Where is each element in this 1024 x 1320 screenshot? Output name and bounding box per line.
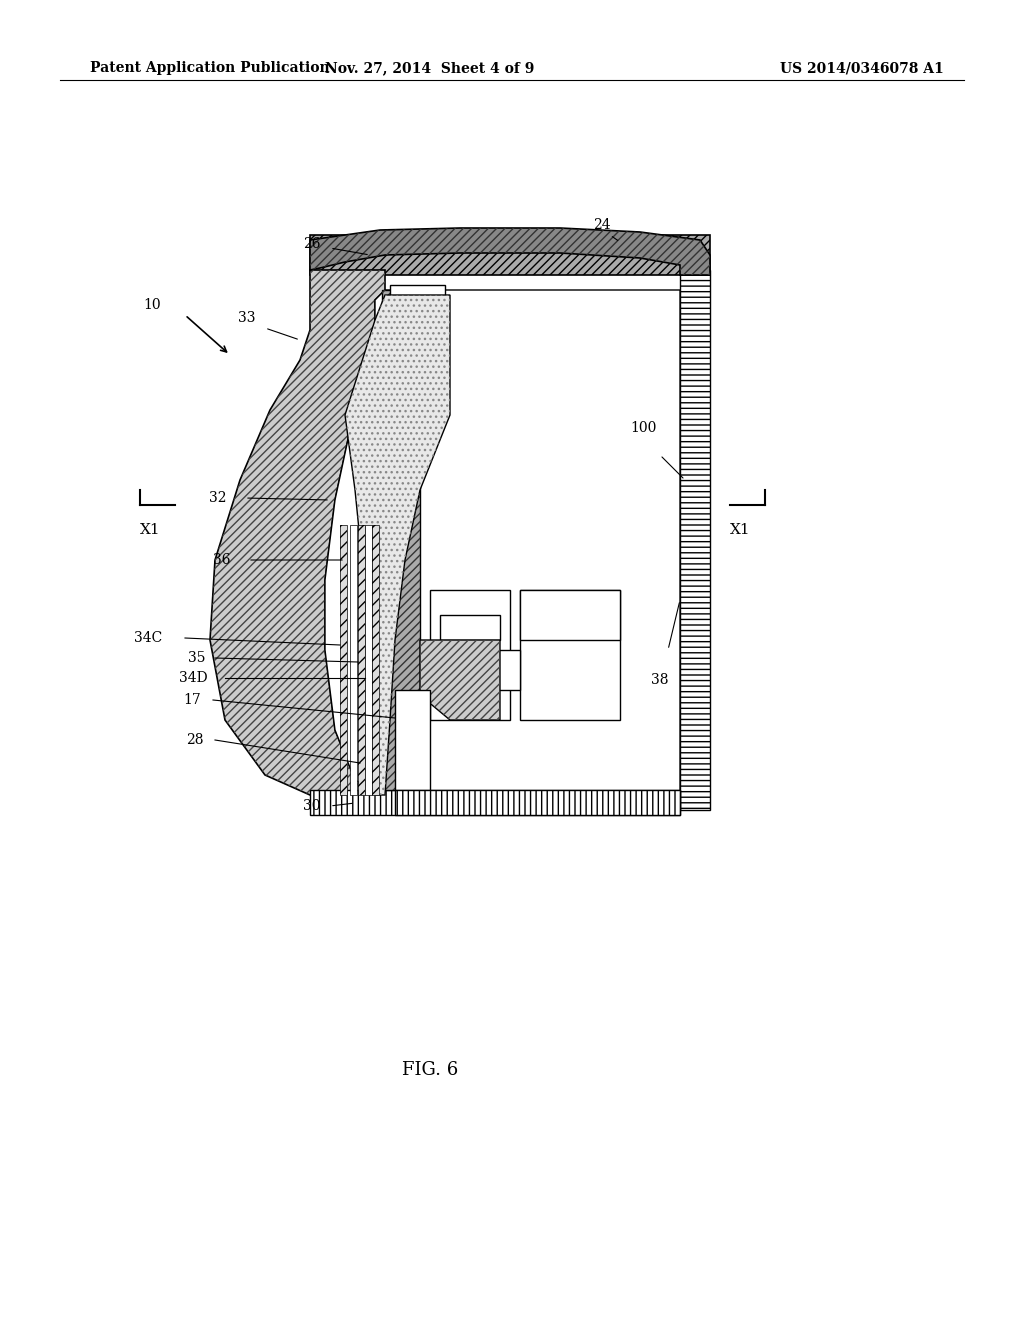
Bar — [430, 590, 510, 719]
Bar — [372, 525, 379, 795]
Bar — [365, 525, 372, 795]
Text: FIG. 6: FIG. 6 — [401, 1061, 458, 1078]
Bar — [358, 525, 365, 795]
Bar — [310, 235, 710, 275]
Text: 34D: 34D — [178, 671, 207, 685]
Text: 36: 36 — [213, 553, 230, 568]
Text: Patent Application Publication: Patent Application Publication — [90, 61, 330, 75]
Text: 100: 100 — [630, 421, 656, 436]
Bar — [520, 590, 620, 640]
Bar — [350, 525, 357, 795]
Polygon shape — [310, 228, 710, 275]
Text: 38: 38 — [651, 673, 669, 686]
Polygon shape — [420, 640, 500, 719]
Bar — [372, 525, 379, 795]
Bar — [310, 235, 710, 275]
Bar — [310, 789, 680, 814]
Text: Nov. 27, 2014  Sheet 4 of 9: Nov. 27, 2014 Sheet 4 of 9 — [326, 61, 535, 75]
Bar — [358, 525, 365, 795]
Bar — [382, 290, 420, 789]
Text: 32: 32 — [209, 491, 226, 506]
Text: 30: 30 — [303, 799, 321, 813]
Bar — [395, 789, 680, 814]
Polygon shape — [345, 294, 450, 795]
Bar — [340, 525, 347, 795]
Bar — [395, 690, 430, 789]
Bar — [498, 649, 520, 690]
Bar — [680, 271, 710, 810]
Bar — [390, 285, 445, 319]
Text: 33: 33 — [239, 312, 256, 325]
Bar — [395, 690, 430, 789]
Text: 34C: 34C — [134, 631, 162, 645]
Text: 10: 10 — [143, 298, 161, 312]
Bar — [440, 615, 500, 640]
Polygon shape — [325, 290, 680, 795]
Bar — [395, 789, 680, 814]
Bar — [382, 290, 420, 789]
Polygon shape — [210, 271, 385, 795]
Text: 35: 35 — [188, 651, 206, 665]
Text: 26: 26 — [303, 238, 321, 251]
Text: 28: 28 — [186, 733, 204, 747]
Bar — [520, 590, 620, 719]
Bar — [310, 789, 680, 814]
Text: 24: 24 — [593, 218, 610, 232]
Bar — [430, 590, 510, 719]
Bar — [340, 525, 347, 795]
Text: X1: X1 — [140, 523, 161, 537]
Bar — [680, 271, 710, 810]
Bar — [520, 590, 620, 640]
Text: 17: 17 — [183, 693, 201, 708]
Text: US 2014/0346078 A1: US 2014/0346078 A1 — [780, 61, 944, 75]
Text: X1: X1 — [730, 523, 751, 537]
Bar — [520, 590, 620, 719]
